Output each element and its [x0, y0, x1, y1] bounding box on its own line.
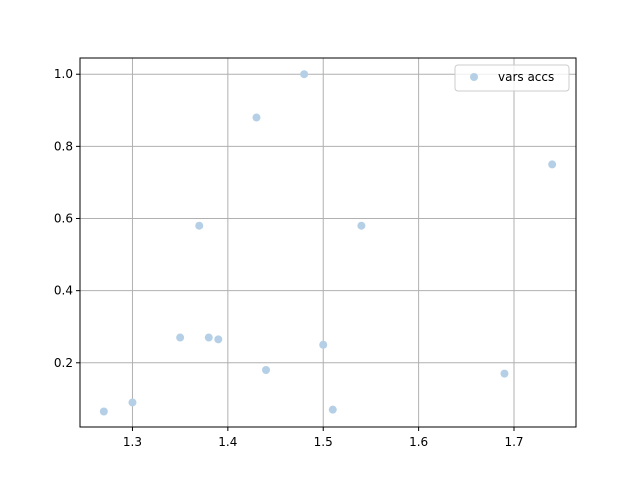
data-point [99, 407, 108, 416]
x-tick-label: 1.3 [123, 435, 142, 449]
x-axis: 1.3 1.4 1.5 1.6 1.7 [123, 427, 524, 449]
data-point [176, 333, 185, 342]
data-point [328, 405, 337, 414]
data-points [99, 70, 557, 416]
x-tick-label: 1.7 [504, 435, 523, 449]
data-point [357, 221, 366, 230]
plot-frame [79, 57, 577, 428]
legend: vars accs [454, 64, 570, 92]
data-point [252, 113, 261, 122]
data-point [319, 340, 328, 349]
legend-marker [470, 73, 478, 81]
data-point [128, 398, 137, 407]
data-point [204, 333, 213, 342]
legend-box [454, 64, 570, 92]
y-tick-label: 0.6 [54, 212, 73, 226]
y-axis: 0.2 0.4 0.6 0.8 1.0 [54, 67, 80, 370]
data-point [548, 160, 557, 169]
y-tick-label: 0.8 [54, 139, 73, 153]
data-point [500, 369, 509, 378]
data-point [214, 335, 223, 344]
x-tick-label: 1.4 [218, 435, 237, 449]
x-tick-label: 1.6 [409, 435, 428, 449]
legend-label: vars accs [498, 70, 554, 84]
data-point [300, 70, 309, 79]
y-tick-label: 0.2 [54, 356, 73, 370]
data-point [262, 366, 270, 375]
y-tick-label: 0.4 [54, 284, 73, 298]
data-point [195, 221, 204, 230]
y-tick-label: 1.0 [54, 67, 73, 81]
x-tick-label: 1.5 [314, 435, 333, 449]
